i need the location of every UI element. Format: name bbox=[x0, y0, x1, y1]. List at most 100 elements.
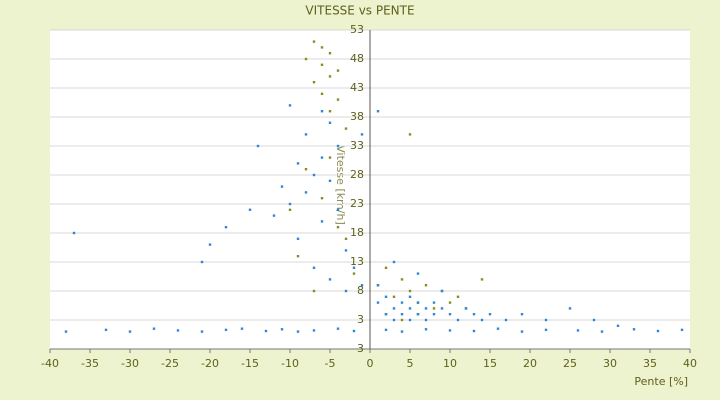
point bbox=[320, 63, 324, 66]
point bbox=[656, 329, 660, 333]
point bbox=[408, 289, 412, 293]
point bbox=[360, 284, 364, 287]
point bbox=[360, 133, 364, 136]
point bbox=[288, 208, 292, 211]
point bbox=[520, 313, 524, 316]
point bbox=[496, 327, 500, 330]
point bbox=[392, 318, 396, 322]
point bbox=[296, 162, 300, 165]
point bbox=[288, 202, 292, 206]
point bbox=[632, 328, 636, 331]
point bbox=[224, 328, 228, 332]
x-tick-label: 5 bbox=[407, 357, 414, 370]
x-tick-label: 20 bbox=[523, 357, 537, 370]
point bbox=[352, 272, 356, 275]
point bbox=[344, 127, 348, 130]
point bbox=[592, 318, 596, 322]
point bbox=[400, 318, 404, 322]
point bbox=[464, 307, 468, 310]
point bbox=[384, 266, 388, 269]
point bbox=[680, 328, 684, 332]
point bbox=[328, 52, 332, 55]
x-tick-label: 10 bbox=[443, 357, 457, 370]
point bbox=[408, 318, 412, 322]
point bbox=[176, 329, 180, 332]
point bbox=[544, 328, 548, 332]
y-tick-label: 3 bbox=[357, 313, 364, 326]
point bbox=[328, 278, 332, 281]
point bbox=[440, 289, 444, 293]
point bbox=[64, 330, 68, 333]
point bbox=[104, 328, 108, 332]
point bbox=[296, 330, 300, 333]
point bbox=[328, 179, 332, 182]
point bbox=[272, 214, 276, 217]
point bbox=[520, 330, 524, 333]
point bbox=[408, 307, 412, 310]
y-tick-label: 23 bbox=[350, 197, 364, 210]
y-tick-label: 18 bbox=[350, 226, 364, 239]
point bbox=[344, 237, 348, 240]
point bbox=[400, 330, 404, 333]
point bbox=[336, 327, 340, 330]
y-tick-label: 28 bbox=[350, 168, 364, 181]
point bbox=[304, 191, 308, 194]
y-axis-title: Vitesse [km/h] bbox=[334, 145, 347, 225]
point bbox=[400, 301, 404, 304]
point bbox=[544, 318, 548, 322]
point bbox=[416, 301, 420, 304]
point bbox=[328, 156, 332, 159]
point bbox=[376, 301, 380, 304]
point bbox=[480, 318, 484, 322]
y-tick-label: 33 bbox=[350, 139, 364, 152]
x-tick-label: 0 bbox=[367, 357, 374, 370]
point bbox=[128, 330, 132, 333]
point bbox=[424, 328, 428, 331]
point bbox=[432, 313, 436, 316]
point bbox=[616, 324, 620, 327]
y-tick-label: 38 bbox=[350, 110, 364, 123]
point bbox=[320, 156, 324, 159]
point bbox=[200, 260, 204, 264]
point bbox=[416, 313, 420, 316]
point bbox=[312, 81, 316, 84]
point bbox=[488, 313, 492, 316]
point bbox=[400, 278, 404, 281]
x-tick-label: -10 bbox=[281, 357, 299, 370]
point bbox=[312, 173, 316, 177]
point bbox=[336, 226, 340, 229]
point bbox=[328, 110, 332, 113]
point bbox=[320, 220, 324, 223]
x-tick-label: -30 bbox=[121, 357, 139, 370]
point bbox=[384, 313, 388, 316]
point bbox=[72, 231, 76, 235]
point bbox=[336, 208, 340, 211]
point bbox=[328, 121, 332, 124]
x-tick-label: -35 bbox=[81, 357, 99, 370]
point bbox=[312, 40, 316, 43]
x-tick-label: 15 bbox=[483, 357, 497, 370]
point bbox=[576, 329, 580, 332]
point bbox=[336, 98, 340, 101]
point bbox=[352, 329, 356, 333]
point bbox=[336, 69, 340, 72]
point bbox=[456, 295, 460, 298]
point bbox=[416, 272, 420, 275]
point bbox=[352, 266, 356, 269]
x-tick-label: -40 bbox=[41, 357, 59, 370]
point bbox=[312, 289, 316, 293]
x-tick-label: 40 bbox=[683, 357, 697, 370]
point bbox=[432, 307, 436, 310]
point bbox=[304, 57, 308, 61]
point bbox=[320, 46, 324, 49]
point bbox=[264, 329, 268, 333]
point bbox=[312, 266, 316, 269]
point bbox=[432, 301, 436, 304]
y-tick-label: 48 bbox=[350, 52, 364, 65]
point bbox=[304, 133, 308, 136]
point bbox=[320, 110, 324, 113]
point bbox=[392, 260, 396, 264]
point bbox=[336, 144, 340, 148]
point bbox=[472, 329, 476, 333]
x-tick-label: -20 bbox=[201, 357, 219, 370]
